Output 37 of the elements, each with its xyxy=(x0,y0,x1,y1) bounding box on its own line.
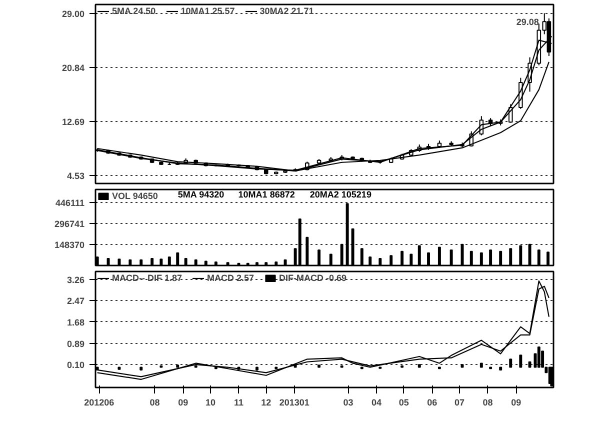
x-tick-label: 08 xyxy=(150,398,160,408)
x-tick-label: 06 xyxy=(427,398,438,408)
x-tick-label: 03 xyxy=(343,398,354,408)
y-tick-label: 12.69 xyxy=(62,116,85,127)
y-tick-label: 29.00 xyxy=(62,9,85,20)
x-tick-label: 09 xyxy=(511,398,522,408)
x-tick-label: 10 xyxy=(205,398,216,408)
legend-label: MACD 2.57 xyxy=(207,273,254,283)
y-tick-label: 20.84 xyxy=(62,63,85,74)
y-tick-label: 3.26 xyxy=(66,274,85,285)
y-tick-label: 0.10 xyxy=(66,360,85,370)
x-tick-label: 201301 xyxy=(279,398,310,408)
x-tick-label: 05 xyxy=(398,398,409,408)
x-tick-label: 08 xyxy=(482,398,493,408)
annotation: 29.08 xyxy=(516,17,539,28)
legend-label: 30MA2 21.71 xyxy=(260,6,314,16)
x-tick-label: 11 xyxy=(234,398,244,408)
x-tick-label: 201206 xyxy=(84,398,114,408)
legend-label: MACD-- DIF 1.87 xyxy=(112,273,182,283)
legend-label: 10MA1 25.57 xyxy=(180,6,235,16)
y-tick-label: 0.89 xyxy=(66,338,85,349)
x-tick-label: 09 xyxy=(178,398,188,408)
x-tick-label: 07 xyxy=(454,398,465,408)
annotation: 5MA 94320 xyxy=(178,190,224,200)
y-tick-label: 296741 xyxy=(54,219,85,230)
x-tick-label: 12 xyxy=(261,398,272,408)
y-tick-label: 4.53 xyxy=(66,170,85,181)
legend-label: DIF-MACD -0.69 xyxy=(279,273,347,283)
x-tick-label: 04 xyxy=(372,398,382,408)
y-tick-label: 446111 xyxy=(55,198,85,208)
legend-label: 5MA 24.50 xyxy=(112,6,156,16)
y-tick-label: 2.47 xyxy=(66,296,85,306)
annotation: 20MA2 105219 xyxy=(310,190,372,200)
y-tick-label: 148370 xyxy=(54,240,85,250)
y-tick-label: 1.68 xyxy=(66,317,85,328)
annotation: 10MA1 86872 xyxy=(238,190,295,200)
legend-label: VOL 94650 xyxy=(112,191,158,201)
